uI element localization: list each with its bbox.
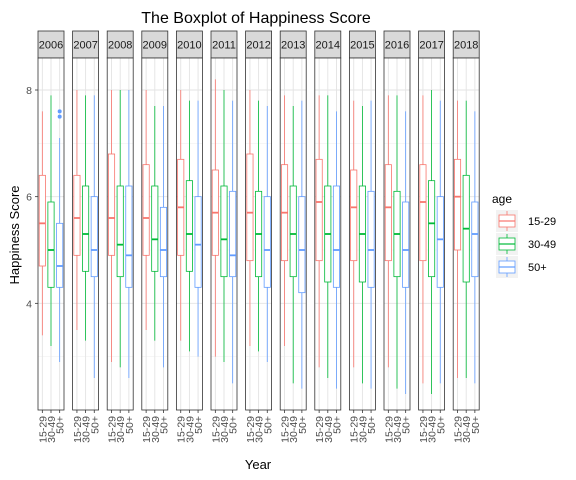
box-iqr <box>91 197 97 277</box>
facet-panel-2016: 201615-2930-4950+ <box>383 31 412 443</box>
box-iqr <box>230 191 236 276</box>
facet-strip-label: 2010 <box>177 40 201 52</box>
facet-strip-label: 2008 <box>108 40 132 52</box>
facet-strip-label: 2015 <box>350 40 374 52</box>
facet-strip-label: 2013 <box>281 40 305 52</box>
box-iqr <box>316 159 322 260</box>
box-iqr <box>117 186 123 277</box>
box-iqr <box>82 186 88 271</box>
box-iqr <box>57 223 63 287</box>
y-tick-label: 8 <box>26 85 32 97</box>
x-tick-label: 50+ <box>89 416 101 434</box>
box-iqr <box>333 186 339 287</box>
facet-strip-label: 2012 <box>246 40 270 52</box>
box-iqr <box>472 202 478 277</box>
box-iqr <box>264 197 270 288</box>
facet-strip-label: 2018 <box>454 40 478 52</box>
box-iqr <box>247 154 253 261</box>
facet-strip-label: 2016 <box>385 40 409 52</box>
legend-label: 15-29 <box>528 216 556 228</box>
facet-panel-2006: 200615-2930-4950+ <box>37 31 66 443</box>
x-tick-label: 50+ <box>262 416 274 434</box>
facet-panel-2013: 201315-2930-4950+ <box>280 31 309 443</box>
legend-label: 50+ <box>528 262 547 274</box>
x-tick-label: 50+ <box>435 416 447 434</box>
x-axis-title: Year <box>245 457 272 472</box>
facet-panel-2018: 201815-2930-4950+ <box>453 31 482 443</box>
box-iqr <box>385 165 391 261</box>
legend-title: age <box>492 192 512 206</box>
box-iqr <box>152 186 158 271</box>
box-iqr <box>454 159 460 250</box>
x-tick-label: 50+ <box>228 416 240 434</box>
box-iqr <box>48 202 54 287</box>
box-iqr <box>351 170 357 261</box>
facet-strip-label: 2014 <box>316 40 340 52</box>
x-tick-label: 50+ <box>401 416 413 434</box>
box-iqr <box>160 207 166 276</box>
box-iqr <box>39 175 45 266</box>
x-tick-label: 50+ <box>470 416 482 434</box>
y-axis-title: Happiness Score <box>7 186 22 285</box>
x-tick-label: 50+ <box>366 416 378 434</box>
x-tick-label: 50+ <box>124 416 136 434</box>
box-iqr <box>186 181 192 272</box>
facet-strip-label: 2007 <box>73 40 97 52</box>
box-iqr <box>108 154 114 255</box>
box-iqr <box>428 181 434 277</box>
y-tick-label: 4 <box>26 298 32 310</box>
box-iqr <box>221 186 227 277</box>
x-tick-label: 50+ <box>158 416 170 434</box>
box-iqr <box>126 186 132 287</box>
box-iqr <box>368 191 374 287</box>
box-iqr <box>403 202 409 287</box>
facet-panel-2017: 201715-2930-4950+ <box>418 31 447 443</box>
facet-panel-2011: 201115-2930-4950+ <box>210 31 239 443</box>
box-iqr <box>195 197 201 288</box>
chart-title: The Boxplot of Happiness Score <box>141 10 371 27</box>
facet-strip-label: 2017 <box>419 40 443 52</box>
box-iqr <box>290 186 296 277</box>
facet-strip-label: 2011 <box>212 40 236 52</box>
box-iqr <box>420 165 426 261</box>
box-iqr <box>74 175 80 255</box>
x-tick-label: 50+ <box>193 416 205 434</box>
facet-panel-2014: 201415-2930-4950+ <box>314 31 343 443</box>
x-tick-label: 50+ <box>331 416 343 434</box>
box-iqr <box>437 197 443 288</box>
facet-strip-label: 2006 <box>39 40 63 52</box>
outlier-point <box>58 109 62 113</box>
box-iqr <box>143 165 149 256</box>
x-tick-label: 50+ <box>297 416 309 434</box>
box-iqr <box>299 197 305 293</box>
outlier-point <box>58 115 62 119</box>
y-tick-label: 6 <box>26 192 32 204</box>
legend-label: 30-49 <box>528 239 556 251</box>
x-tick-label: 50+ <box>55 416 67 434</box>
facet-strip-label: 2009 <box>143 40 167 52</box>
